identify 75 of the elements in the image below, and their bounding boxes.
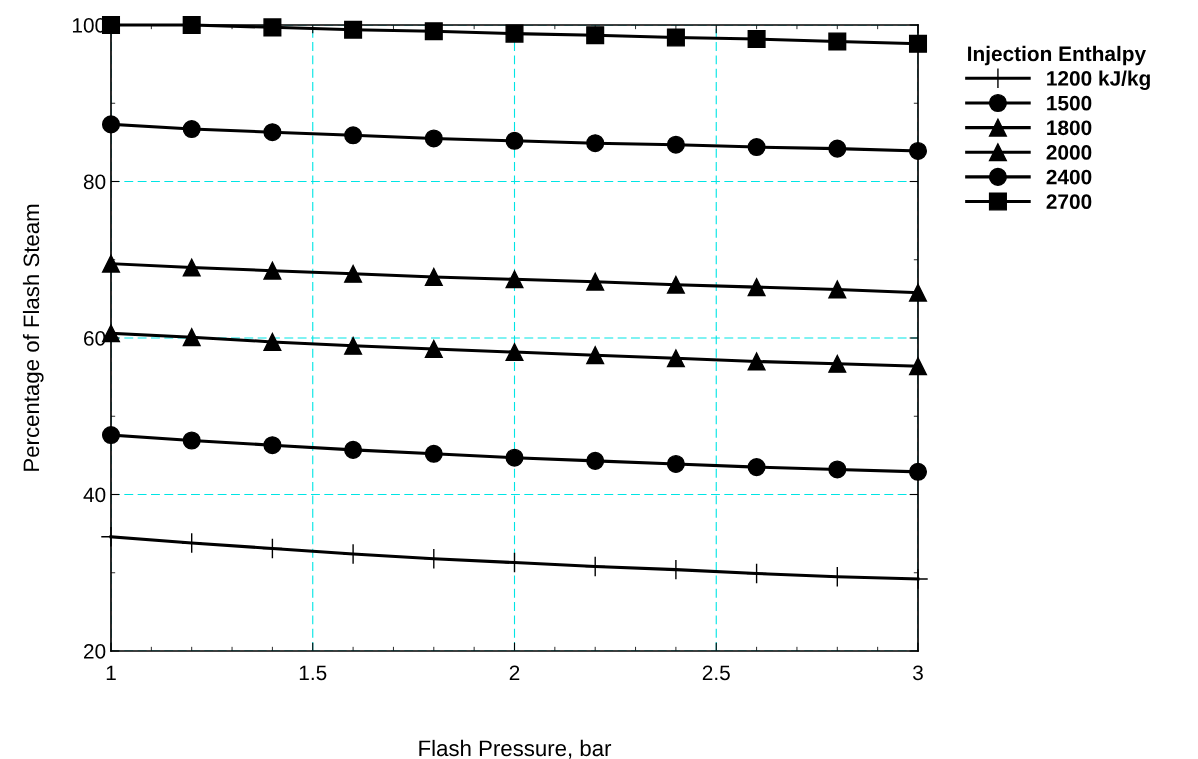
point xyxy=(101,426,121,445)
point xyxy=(505,24,524,43)
y-tick-label: 20 xyxy=(84,644,106,659)
point xyxy=(181,532,203,554)
point xyxy=(344,126,363,145)
point xyxy=(666,135,685,154)
point xyxy=(908,34,928,53)
point xyxy=(424,129,443,148)
point xyxy=(828,354,847,373)
point xyxy=(101,115,121,134)
legend-label: 1200 kJ/kg xyxy=(1047,70,1150,90)
point xyxy=(666,454,685,474)
point xyxy=(505,343,524,362)
point xyxy=(263,436,282,455)
point xyxy=(344,336,363,355)
point xyxy=(908,141,928,161)
point xyxy=(263,123,282,142)
point xyxy=(908,462,928,481)
point xyxy=(263,18,282,37)
legend-label: 2700 xyxy=(1046,194,1092,210)
point xyxy=(586,26,605,45)
point xyxy=(828,280,847,299)
point xyxy=(746,563,768,584)
legend-label: 1500 xyxy=(1047,95,1092,111)
point xyxy=(586,272,605,291)
point xyxy=(263,261,282,280)
point xyxy=(908,357,928,376)
point xyxy=(747,138,766,157)
point xyxy=(424,339,443,358)
point xyxy=(747,278,766,297)
point xyxy=(424,267,443,286)
point xyxy=(182,258,201,277)
x-axis-title: Flash Pressure, bar xyxy=(419,739,612,759)
point xyxy=(747,30,766,49)
x-tick-label: 1 xyxy=(106,665,116,680)
point xyxy=(182,328,201,347)
point xyxy=(505,131,524,150)
point xyxy=(344,440,363,459)
x-tick-label: 1.5 xyxy=(299,665,327,681)
y-tick-label: 40 xyxy=(83,487,106,503)
point xyxy=(263,332,282,351)
legend-label: 1800 xyxy=(1047,120,1092,136)
point xyxy=(424,22,443,41)
point xyxy=(344,264,363,283)
point xyxy=(505,448,524,467)
point xyxy=(828,139,847,158)
point xyxy=(747,458,766,477)
point xyxy=(586,451,605,470)
point xyxy=(424,444,443,463)
point xyxy=(666,28,685,47)
point xyxy=(182,431,201,450)
point xyxy=(182,120,201,139)
point xyxy=(586,346,605,365)
point xyxy=(505,270,524,289)
legend-label: 2000 xyxy=(1046,145,1092,160)
point xyxy=(747,352,766,371)
y-axis-title: Percentage of Flash Steam xyxy=(22,204,44,471)
x-tick-label: 3 xyxy=(913,665,923,681)
point xyxy=(182,15,201,35)
point xyxy=(261,538,283,559)
point xyxy=(344,20,363,39)
point xyxy=(666,275,685,294)
x-tick-label: 2 xyxy=(509,665,520,680)
y-tick-label: 80 xyxy=(83,174,106,190)
point xyxy=(101,15,121,35)
legend-label: 2400 xyxy=(1046,169,1092,185)
legend-title: Injection Enthalpy xyxy=(968,45,1146,66)
point xyxy=(828,460,847,479)
point xyxy=(101,254,121,273)
point xyxy=(908,283,928,302)
point xyxy=(586,134,605,153)
point xyxy=(666,349,685,368)
point xyxy=(584,556,606,577)
x-tick-label: 2.5 xyxy=(702,665,730,681)
point xyxy=(828,32,847,51)
